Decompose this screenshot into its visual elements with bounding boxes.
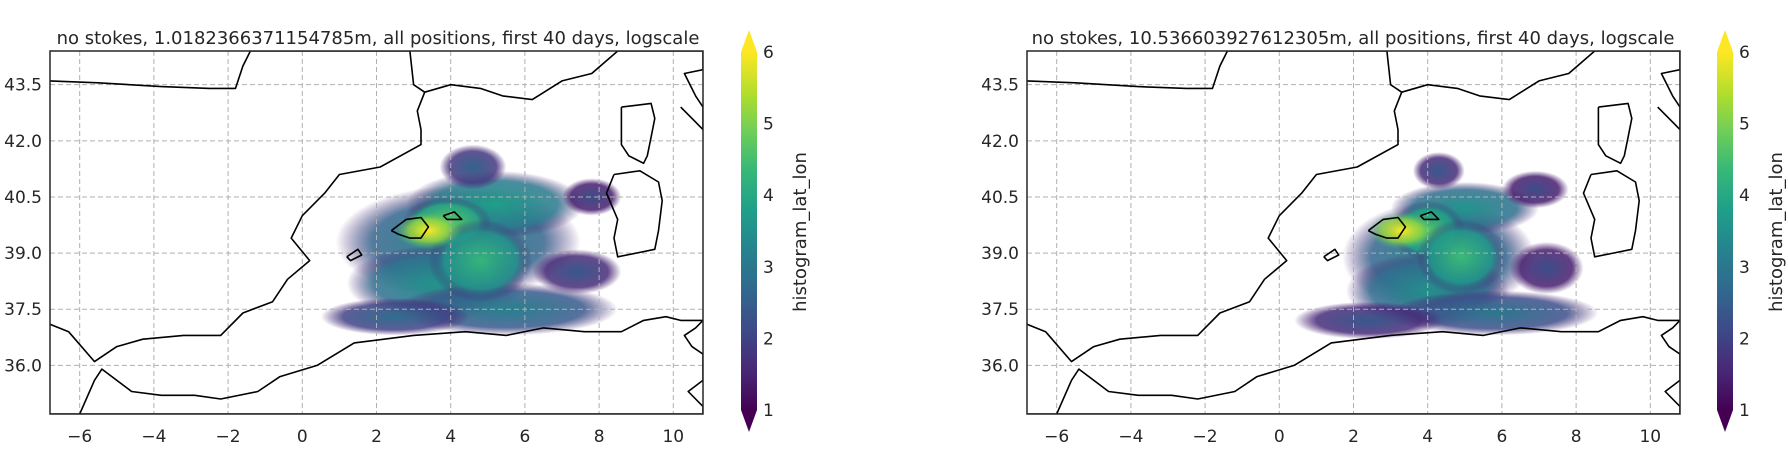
y-tick-label: 37.5 xyxy=(981,300,1019,320)
colorbar-extend-max xyxy=(1717,30,1733,52)
coastline-segment xyxy=(50,91,426,363)
map-panel-2: no stokes, 10.536603927612305m, all posi… xyxy=(981,28,1787,447)
x-tick-label: −2 xyxy=(1193,427,1218,447)
colorbar-tick-labels: 1 2 3 4 5 6 xyxy=(1739,43,1750,421)
colorbar-tick-label: 4 xyxy=(1739,186,1750,206)
colorbar-gradient xyxy=(1717,52,1733,410)
y-tick-label: 42.0 xyxy=(981,132,1019,152)
colorbar-label: histogram_lat_lon xyxy=(790,152,811,312)
plot-frame xyxy=(49,50,704,415)
coastline-segment xyxy=(346,248,363,262)
coastline-segment xyxy=(1323,248,1340,262)
x-tick-label: 8 xyxy=(1571,427,1582,447)
gridlines xyxy=(50,51,703,414)
colorbar xyxy=(1717,30,1733,432)
colorbar-tick-label: 6 xyxy=(1739,43,1750,63)
y-tick-label: 36.0 xyxy=(4,356,42,376)
coastline-segment xyxy=(442,211,463,221)
colorbar-tick-label: 3 xyxy=(763,258,774,278)
x-tick-label: 2 xyxy=(1348,427,1359,447)
colorbar-tick-label: 1 xyxy=(1739,401,1750,421)
colorbar-tick-label: 3 xyxy=(1739,258,1750,278)
density-heatmap xyxy=(320,144,622,336)
colorbar-tick-label: 4 xyxy=(763,186,774,206)
density-hotspot xyxy=(1368,211,1436,250)
x-tick-label: −2 xyxy=(216,427,241,447)
x-tick-label: 8 xyxy=(594,427,605,447)
density-blob xyxy=(532,249,622,295)
colorbar-tick-label: 5 xyxy=(763,115,774,135)
y-tick-label: 37.5 xyxy=(4,300,42,320)
x-tick-label: −6 xyxy=(1044,427,1069,447)
colorbar xyxy=(741,30,757,432)
x-tick-label: 2 xyxy=(371,427,382,447)
colorbar-tick-label: 6 xyxy=(763,43,774,63)
x-tick-label: 6 xyxy=(1496,427,1507,447)
x-tick-label: −6 xyxy=(67,427,92,447)
colorbar-tick-label: 1 xyxy=(763,401,774,421)
y-tick-label: 40.5 xyxy=(4,188,42,208)
y-tick-label: 36.0 xyxy=(981,356,1019,376)
y-tick-labels: 36.0 37.5 39.0 40.5 42.0 43.5 xyxy=(4,76,42,377)
coastline-segment xyxy=(50,51,703,131)
colorbar-label: histogram_lat_lon xyxy=(1766,152,1787,312)
y-tick-label: 40.5 xyxy=(981,188,1019,208)
coastline-segment xyxy=(605,170,663,258)
panel-title: no stokes, 10.536603927612305m, all posi… xyxy=(1032,28,1675,49)
colorbar-extend-min xyxy=(741,410,757,432)
coastline-segment xyxy=(1367,216,1407,239)
coastline-segment xyxy=(1027,51,1680,131)
y-tick-labels: 36.0 37.5 39.0 40.5 42.0 43.5 xyxy=(981,76,1019,377)
colorbar-extend-min xyxy=(1717,410,1733,432)
map-panel-1: no stokes, 1.0182366371154785m, all posi… xyxy=(4,28,811,447)
x-tick-labels: −6 −4 −2 0 2 4 6 8 10 xyxy=(67,427,684,447)
colorbar-gradient xyxy=(741,52,757,410)
density-blob xyxy=(439,144,507,190)
colorbar-tick-label: 2 xyxy=(763,329,774,349)
density-blob xyxy=(562,178,622,216)
x-tick-label: 0 xyxy=(297,427,308,447)
coastline-segment xyxy=(1027,91,1403,363)
y-tick-label: 42.0 xyxy=(4,132,42,152)
density-blob xyxy=(320,297,470,336)
x-tick-label: 10 xyxy=(662,427,684,447)
coastline-segment xyxy=(390,216,430,239)
density-blob xyxy=(1509,241,1584,295)
density-heatmap xyxy=(1294,152,1599,340)
x-tick-label: −4 xyxy=(141,427,166,447)
coastline-segment xyxy=(1027,315,1680,414)
density-blob xyxy=(1416,219,1506,295)
y-tick-label: 43.5 xyxy=(981,76,1019,96)
coastline-segment xyxy=(1582,170,1640,258)
coastline xyxy=(50,51,703,414)
density-blob xyxy=(1390,290,1599,336)
y-tick-label: 39.0 xyxy=(981,244,1019,264)
x-tick-label: 10 xyxy=(1639,427,1661,447)
x-tick-label: 0 xyxy=(1274,427,1285,447)
panel-title: no stokes, 1.0182366371154785m, all posi… xyxy=(57,28,700,49)
coastline-segment xyxy=(1419,211,1440,221)
plot-frame xyxy=(1026,50,1681,415)
coastline-segment xyxy=(50,315,703,414)
coastline-segment xyxy=(1597,102,1633,165)
density-blob xyxy=(1501,170,1569,209)
x-tick-label: 4 xyxy=(445,427,456,447)
colorbar-extend-max xyxy=(741,30,757,52)
colorbar-tick-label: 2 xyxy=(1739,329,1750,349)
x-tick-labels: −6 −4 −2 0 2 4 6 8 10 xyxy=(1044,427,1661,447)
density-blob xyxy=(1412,152,1465,190)
x-tick-label: 4 xyxy=(1422,427,1433,447)
colorbar-tick-labels: 1 2 3 4 5 6 xyxy=(763,43,774,421)
y-tick-label: 43.5 xyxy=(4,76,42,96)
x-tick-label: −4 xyxy=(1118,427,1143,447)
gridlines xyxy=(1027,51,1680,414)
colorbar-tick-label: 5 xyxy=(1739,115,1750,135)
density-blob xyxy=(1294,301,1443,340)
density-hotspot xyxy=(395,211,462,250)
y-tick-label: 39.0 xyxy=(4,244,42,264)
x-tick-label: 6 xyxy=(519,427,530,447)
coastline-segment xyxy=(620,102,656,165)
coastline xyxy=(1027,51,1680,414)
